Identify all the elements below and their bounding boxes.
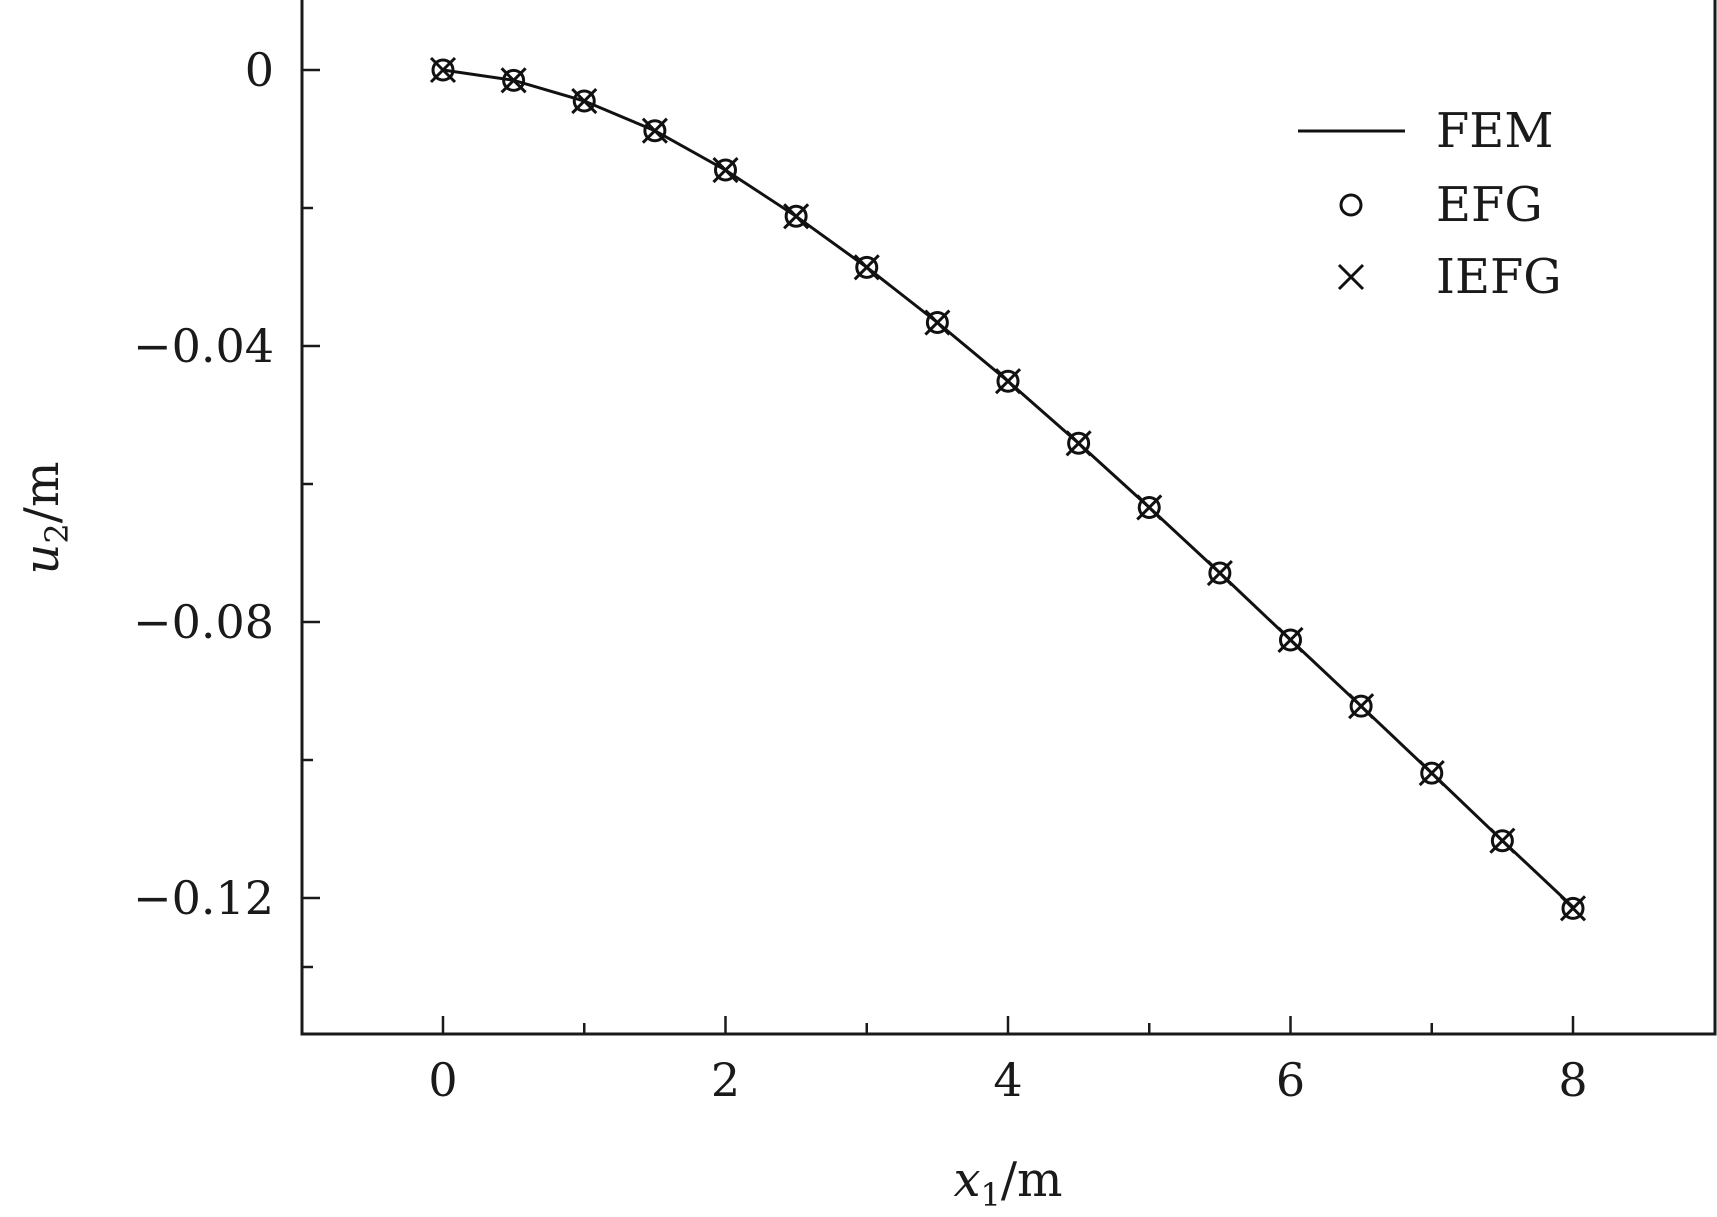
- iefg-point-stroke: [1418, 760, 1445, 787]
- legend-fem-label: FEM: [1436, 103, 1554, 159]
- y-tick-label: −0.08: [133, 595, 274, 649]
- efg-point: [925, 311, 949, 335]
- iefg-point: [994, 368, 1022, 395]
- efg-point: [996, 369, 1020, 393]
- legend: FEM EFG IEFG: [1298, 103, 1562, 305]
- iefg-point-stroke: [500, 67, 527, 94]
- iefg-point-stroke: [1277, 626, 1304, 654]
- iefg-point-stroke: [1348, 693, 1375, 720]
- iefg-point-stroke: [1559, 895, 1587, 922]
- efg-point: [1208, 561, 1232, 585]
- efg-point: [1279, 628, 1302, 652]
- iefg-point: [1559, 895, 1587, 922]
- x-tick-label: 4: [993, 1053, 1022, 1107]
- iefg-point-stroke: [994, 368, 1022, 395]
- iefg-point: [924, 309, 951, 336]
- series-iefg: [429, 56, 1587, 922]
- iefg-point: [1348, 693, 1375, 720]
- x-axis-label: x1/m: [953, 1152, 1062, 1214]
- iefg-point-stroke: [1489, 827, 1516, 854]
- iefg-point-stroke: [783, 203, 810, 230]
- legend-efg-swatch: [1339, 193, 1363, 217]
- x-tick-label: 0: [428, 1053, 457, 1107]
- iefg-point: [1206, 559, 1233, 587]
- efg-point: [1349, 694, 1373, 718]
- iefg-point: [853, 254, 880, 281]
- legend-efg-label: EFG: [1436, 177, 1543, 233]
- iefg-point-stroke: [1065, 430, 1092, 457]
- iefg-point: [783, 203, 810, 230]
- efg-point: [784, 204, 808, 228]
- tick-labels: 0 2 4 6 8 0 −0.04 −0.08 −0.12: [133, 43, 1588, 1107]
- iefg-point-stroke: [1136, 494, 1163, 521]
- legend-iefg-label: IEFG: [1436, 249, 1562, 305]
- iefg-point: [1136, 494, 1163, 521]
- iefg-point: [571, 87, 598, 115]
- fem-line: [442, 68, 1575, 909]
- efg-point: [643, 119, 667, 143]
- iefg-point: [1277, 626, 1304, 654]
- ticks: [302, 68, 1575, 1034]
- iefg-point-stroke: [1206, 559, 1233, 587]
- efg-point: [502, 68, 526, 92]
- y-axis-label: u2/m: [14, 462, 76, 575]
- iefg-point: [1489, 827, 1516, 854]
- iefg-point-stroke: [853, 254, 880, 281]
- iefg-point-stroke: [571, 87, 598, 115]
- y-tick-label: −0.12: [133, 871, 274, 925]
- y-tick-label: −0.04: [133, 319, 274, 373]
- iefg-point-stroke: [641, 117, 668, 144]
- series-fem: [442, 68, 1575, 909]
- efg-point: [431, 58, 455, 82]
- x-tick-label: 6: [1276, 1053, 1305, 1107]
- iefg-point: [429, 56, 457, 84]
- efg-point: [572, 89, 596, 113]
- iefg-point: [712, 156, 739, 184]
- iefg-point: [1418, 760, 1445, 787]
- legend-iefg-swatch: [1337, 263, 1365, 291]
- series-efg: [431, 58, 1585, 920]
- series-layer: [429, 56, 1587, 922]
- x-tick-label: 2: [711, 1053, 740, 1107]
- efg-point: [1490, 829, 1514, 853]
- efg-point: [1137, 495, 1161, 519]
- iefg-point-stroke: [429, 56, 457, 84]
- y-tick-label: 0: [245, 43, 274, 97]
- iefg-point-stroke: [712, 156, 739, 184]
- efg-point: [1067, 431, 1091, 455]
- iefg-point-stroke: [924, 309, 951, 336]
- iefg-point: [500, 67, 527, 94]
- efg-point: [1420, 761, 1444, 785]
- efg-point: [714, 158, 737, 182]
- efg-point: [1561, 896, 1585, 920]
- iefg-point: [641, 117, 668, 144]
- x-tick-label: 8: [1558, 1053, 1587, 1107]
- iefg-point: [1065, 430, 1092, 457]
- efg-point: [855, 255, 879, 279]
